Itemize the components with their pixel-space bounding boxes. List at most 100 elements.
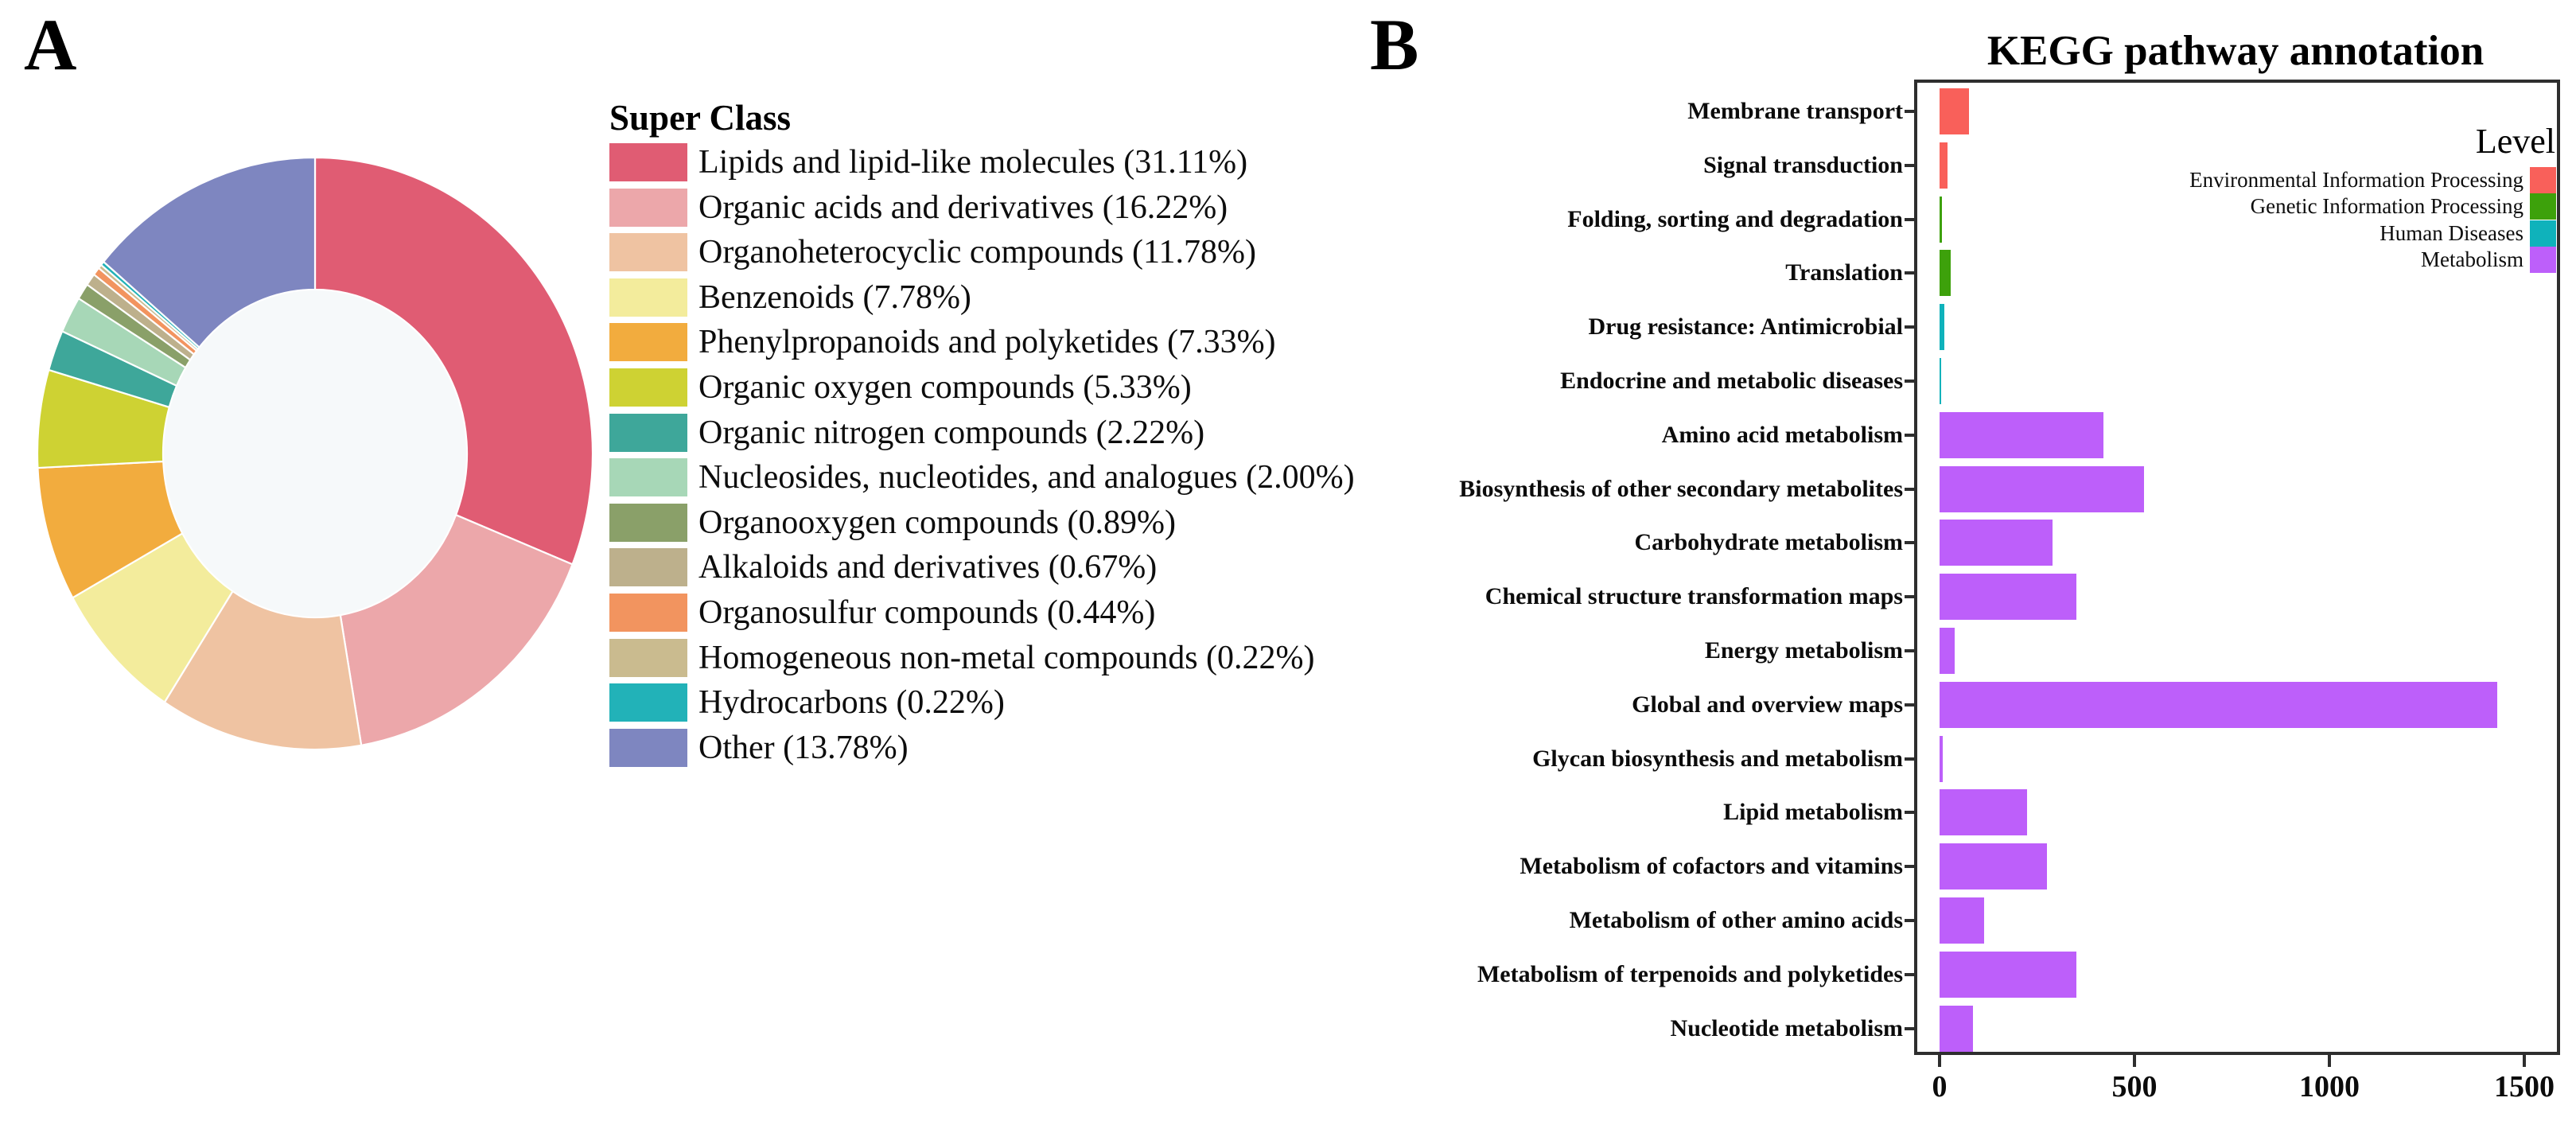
kegg-category-label-11: Energy metabolism bbox=[1704, 636, 1903, 664]
superclass-legend-swatch-10 bbox=[609, 548, 687, 587]
kegg-legend-label-3: Human Diseases bbox=[2379, 220, 2523, 245]
kegg-y-tick-18 bbox=[1905, 1026, 1914, 1030]
kegg-y-tick-14 bbox=[1905, 811, 1914, 815]
kegg-legend-label-4: Metabolism bbox=[2421, 247, 2523, 272]
superclass-legend-label-9: Organooxygen compounds (0.89%) bbox=[698, 504, 1176, 541]
superclass-legend-label-7: Organic nitrogen compounds (2.22%) bbox=[698, 414, 1205, 451]
kegg-category-label-2: Signal transduction bbox=[1703, 151, 1903, 178]
superclass-legend-swatch-4 bbox=[609, 278, 687, 317]
kegg-y-tick-3 bbox=[1905, 217, 1914, 221]
superclass-legend-label-14: Other (13.78%) bbox=[698, 729, 909, 766]
superclass-legend-swatch-1 bbox=[609, 143, 687, 181]
kegg-category-label-4: Translation bbox=[1785, 259, 1903, 286]
kegg-category-label-7: Amino acid metabolism bbox=[1661, 421, 1903, 448]
kegg-y-tick-1 bbox=[1905, 109, 1914, 113]
kegg-category-label-9: Carbohydrate metabolism bbox=[1634, 529, 1903, 556]
kegg-category-label-5: Drug resistance: Antimicrobial bbox=[1588, 313, 1903, 341]
superclass-legend-swatch-13 bbox=[609, 683, 687, 722]
kegg-bar-5 bbox=[1940, 304, 1944, 351]
superclass-legend-swatch-3 bbox=[609, 233, 687, 272]
kegg-bar-8 bbox=[1940, 465, 2145, 512]
kegg-category-label-17: Metabolism of terpenoids and polyketides bbox=[1477, 960, 1903, 987]
superclass-legend-label-10: Alkaloids and derivatives (0.67%) bbox=[698, 549, 1158, 586]
kegg-bar-4 bbox=[1940, 250, 1951, 297]
kegg-plot-area bbox=[1914, 80, 2560, 1055]
kegg-bar-12 bbox=[1940, 681, 2497, 728]
kegg-legend-label-2: Genetic Information Processing bbox=[2250, 194, 2523, 219]
kegg-legend-swatch-3 bbox=[2530, 220, 2556, 247]
donut-hole bbox=[164, 290, 466, 617]
kegg-x-tick-3 bbox=[2327, 1055, 2332, 1067]
donut-slice-3: Organoheterocyclic compounds (11.78%) bbox=[163, 590, 363, 751]
superclass-legend-label-5: Phenylpropanoids and polyketides (7.33%) bbox=[698, 324, 1276, 361]
kegg-bar-3 bbox=[1940, 196, 1942, 243]
kegg-category-label-1: Membrane transport bbox=[1687, 97, 1903, 124]
kegg-y-tick-8 bbox=[1905, 487, 1914, 491]
kegg-y-tick-6 bbox=[1905, 379, 1914, 383]
superclass-legend-swatch-2 bbox=[609, 188, 687, 227]
superclass-legend-label-3: Organoheterocyclic compounds (11.78%) bbox=[698, 234, 1256, 271]
kegg-legend-title: Level bbox=[2475, 122, 2555, 161]
superclass-legend-label-1: Lipids and lipid-like molecules (31.11%) bbox=[698, 144, 1248, 181]
kegg-y-tick-9 bbox=[1905, 541, 1914, 545]
superclass-legend-title: Super Class bbox=[609, 98, 791, 138]
kegg-y-tick-4 bbox=[1905, 271, 1914, 275]
superclass-legend-label-11: Organosulfur compounds (0.44%) bbox=[698, 594, 1156, 631]
kegg-y-tick-15 bbox=[1905, 865, 1914, 869]
kegg-x-tick-2 bbox=[2132, 1055, 2137, 1067]
superclass-legend-swatch-11 bbox=[609, 594, 687, 632]
kegg-category-label-18: Nucleotide metabolism bbox=[1670, 1014, 1903, 1041]
kegg-legend-swatch-4 bbox=[2530, 247, 2556, 274]
donut-slice-2: Organic acids and derivatives (16.22%) bbox=[339, 513, 574, 747]
kegg-legend-swatch-1 bbox=[2530, 167, 2556, 193]
kegg-bar-11 bbox=[1940, 627, 1955, 674]
kegg-x-tick-1 bbox=[1937, 1055, 1942, 1067]
panel-a-label: A bbox=[24, 4, 77, 85]
kegg-category-label-13: Glycan biosynthesis and metabolism bbox=[1532, 745, 1903, 772]
kegg-y-tick-7 bbox=[1905, 433, 1914, 437]
superclass-legend-swatch-8 bbox=[609, 458, 687, 497]
superclass-legend-label-13: Hydrocarbons (0.22%) bbox=[698, 684, 1005, 722]
kegg-category-label-12: Global and overview maps bbox=[1632, 691, 1903, 718]
superclass-legend-swatch-6 bbox=[609, 368, 687, 407]
kegg-category-label-16: Metabolism of other amino acids bbox=[1569, 906, 1903, 933]
kegg-category-label-15: Metabolism of cofactors and vitamins bbox=[1520, 853, 1903, 880]
superclass-legend-label-12: Homogeneous non-metal compounds (0.22%) bbox=[698, 639, 1315, 676]
kegg-pathway-title: KEGG pathway annotation bbox=[1986, 28, 2485, 74]
superclass-legend-swatch-14 bbox=[609, 728, 687, 767]
kegg-y-tick-17 bbox=[1905, 972, 1914, 976]
kegg-bar-10 bbox=[1940, 574, 2076, 621]
kegg-x-tick-label-3: 1000 bbox=[2299, 1070, 2360, 1104]
superclass-legend-swatch-12 bbox=[609, 638, 687, 677]
kegg-bar-14 bbox=[1940, 789, 2028, 836]
superclass-legend-swatch-9 bbox=[609, 503, 687, 542]
kegg-bar-17 bbox=[1940, 951, 2076, 998]
kegg-bar-7 bbox=[1940, 411, 2103, 458]
kegg-bar-15 bbox=[1940, 843, 2047, 890]
superclass-legend-label-8: Nucleosides, nucleotides, and analogues … bbox=[698, 459, 1355, 496]
kegg-x-tick-label-2: 500 bbox=[2111, 1070, 2158, 1104]
superclass-legend-swatch-5 bbox=[609, 323, 687, 362]
kegg-y-tick-5 bbox=[1905, 325, 1914, 329]
kegg-y-tick-12 bbox=[1905, 703, 1914, 707]
donut-slice-1: Lipids and lipid-like molecules (31.11%) bbox=[313, 156, 594, 566]
superclass-legend-label-2: Organic acids and derivatives (16.22%) bbox=[698, 189, 1228, 226]
superclass-donut-chart: Lipids and lipid-like molecules (31.11%)… bbox=[36, 156, 594, 751]
kegg-bar-1 bbox=[1940, 88, 1969, 134]
kegg-x-tick-label-1: 0 bbox=[1932, 1070, 1948, 1104]
kegg-y-tick-16 bbox=[1905, 918, 1914, 922]
kegg-bar-2 bbox=[1940, 142, 1948, 189]
kegg-bar-16 bbox=[1940, 897, 1985, 944]
kegg-bar-13 bbox=[1940, 735, 1943, 782]
kegg-category-label-14: Lipid metabolism bbox=[1723, 799, 1903, 826]
kegg-legend-label-1: Environmental Information Processing bbox=[2189, 168, 2523, 192]
superclass-legend-label-4: Benzenoids (7.78%) bbox=[698, 278, 971, 316]
kegg-category-label-3: Folding, sorting and degradation bbox=[1567, 205, 1903, 232]
kegg-x-tick-label-4: 1500 bbox=[2494, 1070, 2555, 1104]
panel-b-label: B bbox=[1370, 4, 1419, 85]
kegg-bar-6 bbox=[1940, 357, 1941, 404]
kegg-category-label-6: Endocrine and metabolic diseases bbox=[1560, 367, 1903, 394]
kegg-y-tick-2 bbox=[1905, 163, 1914, 167]
kegg-y-tick-10 bbox=[1905, 595, 1914, 599]
